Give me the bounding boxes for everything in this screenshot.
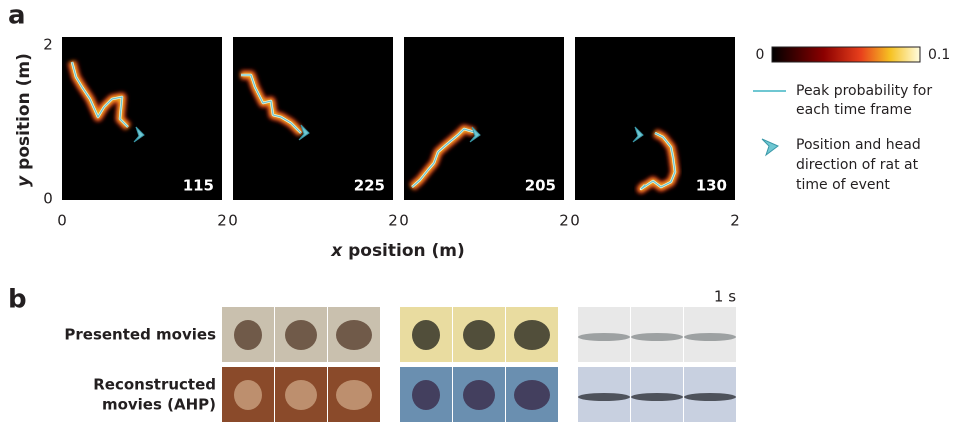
- movie-frames: [222, 307, 736, 422]
- frame-content: [336, 380, 372, 410]
- x-tick-label: 2: [388, 212, 398, 230]
- x-tick-label: 0: [570, 212, 580, 230]
- frame-content: [234, 320, 262, 350]
- frame-content: [684, 393, 736, 401]
- x-tick-label: 0: [57, 212, 67, 230]
- colorbar: [772, 47, 920, 62]
- scale-label: 1 s: [714, 288, 736, 306]
- frame-content: [463, 380, 495, 410]
- x-axis-label: x position (m): [330, 241, 465, 261]
- legend-text: each time frame: [796, 102, 912, 118]
- legend-text: Position and head: [796, 137, 921, 153]
- frame-content: [514, 320, 550, 350]
- frame-content: [285, 320, 317, 350]
- frame-content: [514, 380, 550, 410]
- panel-label: b: [8, 285, 27, 315]
- figure: a y position (m) 2 0 x position (m) 115 0…: [0, 0, 953, 422]
- legend-text: direction of rat at: [796, 157, 919, 173]
- frame-content: [463, 320, 495, 350]
- row-label: movies (AHP): [102, 396, 216, 414]
- event-count: 205: [525, 177, 556, 195]
- x-tick-label: 2: [559, 212, 569, 230]
- frame-content: [578, 333, 630, 341]
- y-axis-label: y position (m): [14, 53, 34, 187]
- x-tick-label: 0: [399, 212, 409, 230]
- event-count: 115: [183, 177, 214, 195]
- colorbar-min: 0: [756, 47, 765, 63]
- legend-text: Peak probability for: [796, 83, 932, 99]
- x-tick-label: 2: [730, 212, 740, 230]
- panel-label: a: [8, 1, 26, 31]
- y-tick-label: 2: [43, 36, 53, 54]
- frame-content: [684, 333, 736, 341]
- y-tick-label: 0: [43, 190, 53, 208]
- frame-content: [412, 320, 440, 350]
- colorbar-max: 0.1: [928, 47, 950, 63]
- legend-arrow: [762, 139, 778, 155]
- event-count: 130: [696, 177, 727, 195]
- x-tick-label: 0: [228, 212, 238, 230]
- frame-content: [336, 320, 372, 350]
- row-label: Presented movies: [64, 326, 216, 344]
- row-label: Reconstructed: [93, 376, 216, 394]
- event-count: 225: [354, 177, 385, 195]
- x-tick-label: 2: [217, 212, 227, 230]
- frame-content: [234, 380, 262, 410]
- legend-text: time of event: [796, 177, 890, 193]
- frame-content: [631, 393, 683, 401]
- frame-content: [578, 393, 630, 401]
- frame-content: [412, 380, 440, 410]
- frame-content: [631, 333, 683, 341]
- frame-content: [285, 380, 317, 410]
